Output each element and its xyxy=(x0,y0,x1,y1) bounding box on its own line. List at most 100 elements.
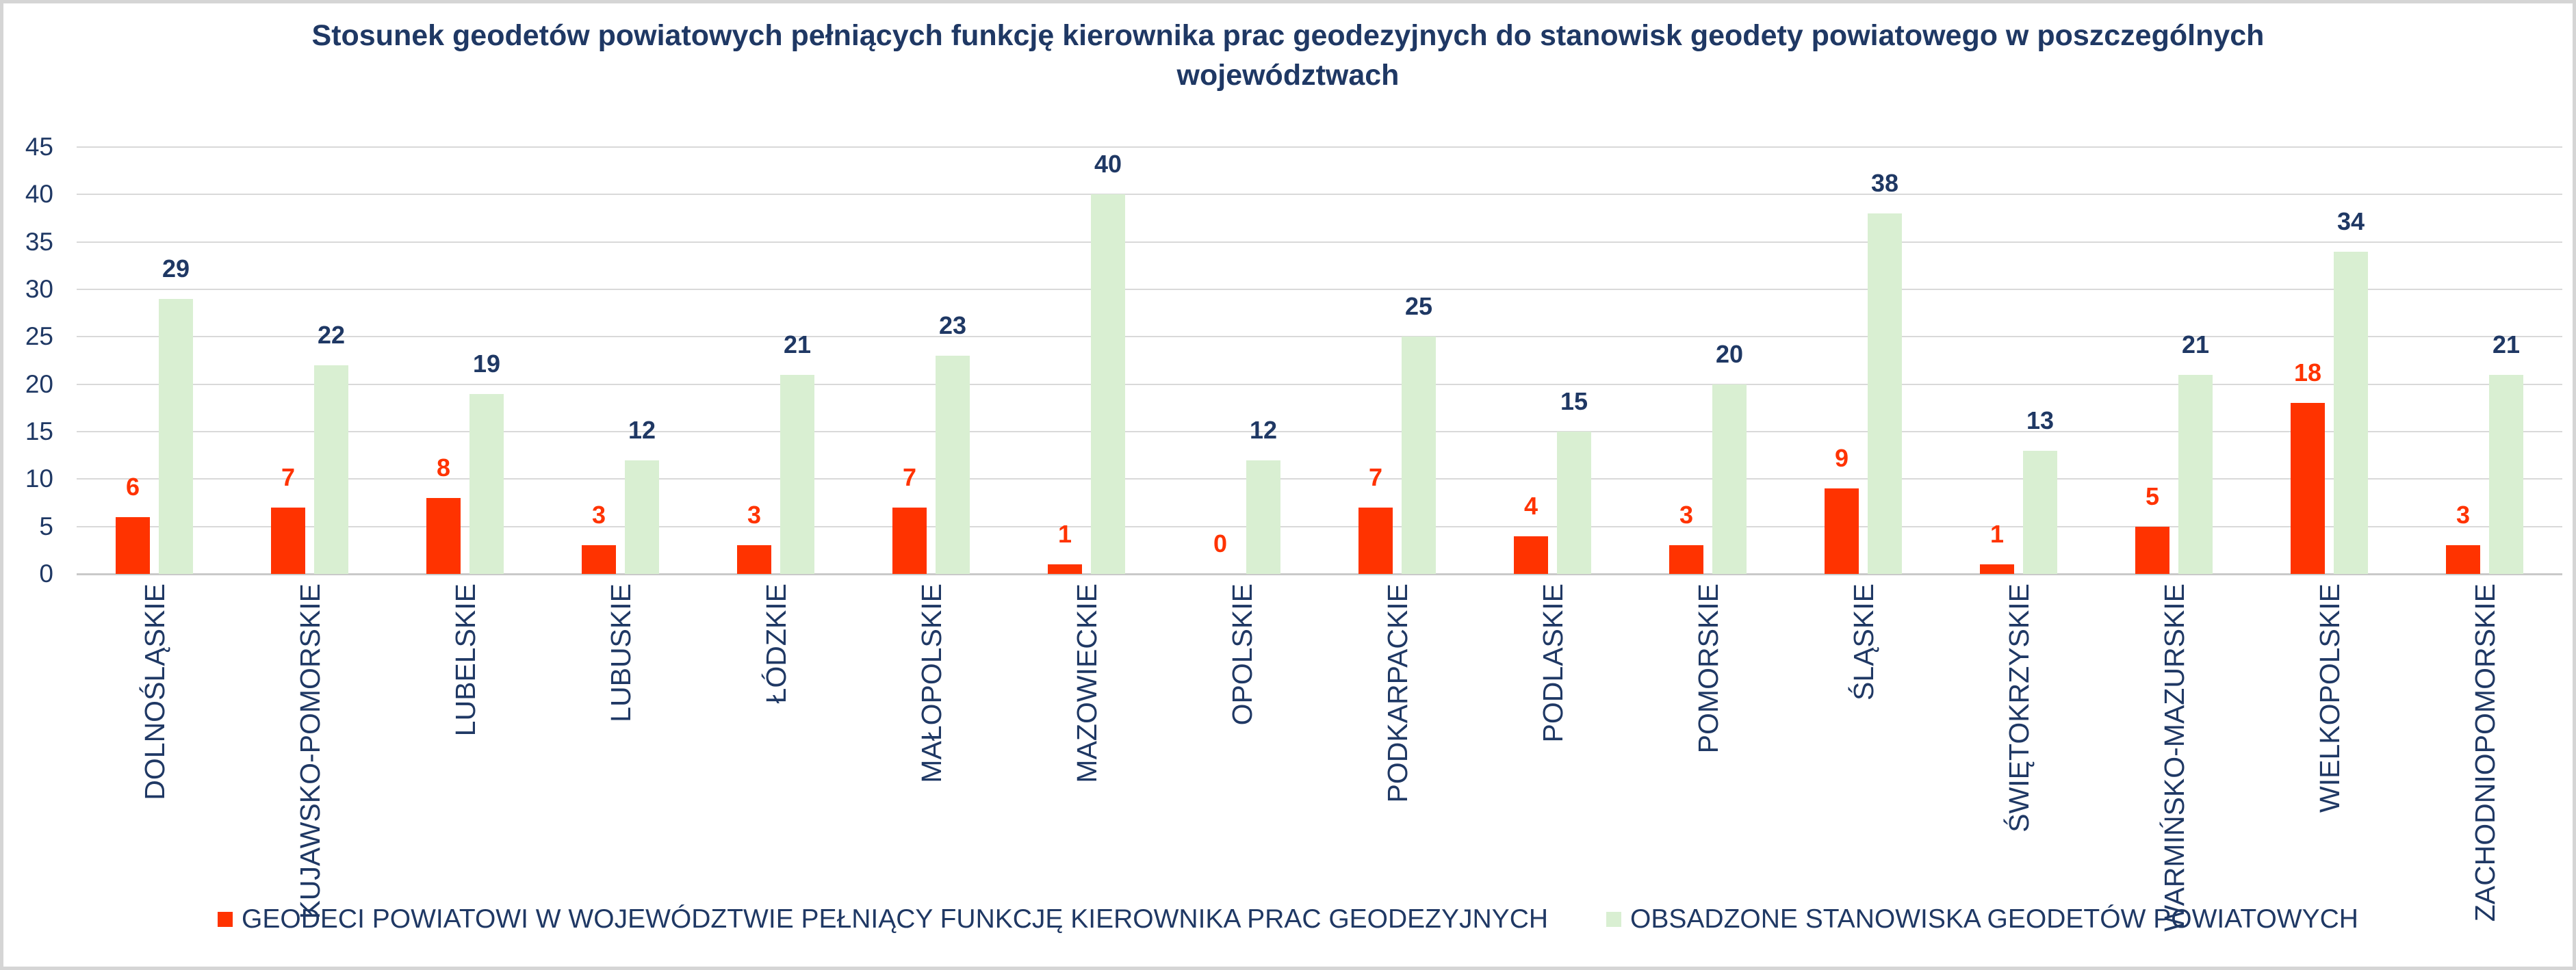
y-tick-label-10: 10 xyxy=(25,464,53,493)
bar-value-label-green-9: 15 xyxy=(1560,387,1588,415)
legend: GEODECI POWIATOWI W WOJEWÓDZTWIE PEŁNIĄC… xyxy=(3,904,2573,934)
y-tick-label-30: 30 xyxy=(25,275,53,303)
chart-title: Stosunek geodetów powiatowych pełniących… xyxy=(140,16,2436,95)
bar-red-6 xyxy=(1048,564,1082,574)
bar-value-label-red-1: 7 xyxy=(281,462,296,491)
bar-green-6 xyxy=(1091,194,1125,574)
category-label-4: ŁÓDZKIE xyxy=(760,584,792,704)
gridline-20 xyxy=(77,383,2562,385)
gridline-15 xyxy=(77,431,2562,432)
legend-swatch-green xyxy=(1606,912,1622,927)
gridline-45 xyxy=(77,146,2562,148)
gridline-10 xyxy=(77,478,2562,480)
bar-red-0 xyxy=(116,516,150,574)
category-label-10: POMORSKIE xyxy=(1692,584,1724,754)
chart-title-line-2: województwach xyxy=(1176,59,1400,92)
bar-value-label-green-4: 21 xyxy=(783,330,812,358)
bar-group-8: 7 25 xyxy=(1319,147,1475,574)
bar-group-1: 7 22 xyxy=(232,147,387,574)
bar-green-12 xyxy=(2023,450,2057,574)
category-label-0: DOLNOŚLĄSKIE xyxy=(138,584,170,800)
bar-value-label-red-12: 1 xyxy=(1989,520,2005,549)
bar-group-15: 3 21 xyxy=(2407,147,2562,574)
bar-red-10 xyxy=(1669,545,1703,574)
bar-value-label-green-7: 12 xyxy=(1249,415,1278,444)
bar-red-4 xyxy=(737,545,771,574)
category-label-7: OPOLSKIE xyxy=(1226,584,1258,726)
legend-item-kierownicy: GEODECI POWIATOWI W WOJEWÓDZTWIE PEŁNIĄC… xyxy=(218,904,1548,934)
bar-value-label-red-10: 3 xyxy=(1679,501,1694,529)
category-label-8: PODKARPACKIE xyxy=(1381,584,1413,803)
bar-value-label-red-14: 18 xyxy=(2293,358,2322,387)
bar-group-10: 3 20 xyxy=(1630,147,1786,574)
bar-red-2 xyxy=(426,498,461,574)
bar-value-label-red-8: 7 xyxy=(1368,462,1383,491)
bar-value-label-red-6: 1 xyxy=(1057,520,1072,549)
bar-red-15 xyxy=(2446,545,2480,574)
bar-red-9 xyxy=(1514,536,1548,574)
category-label-1: KUJAWSKO-POMORSKIE xyxy=(294,584,326,919)
bar-value-label-red-7: 0 xyxy=(1213,529,1228,558)
bar-value-label-red-9: 4 xyxy=(1523,491,1538,520)
category-label-14: WIELKOPOLSKIE xyxy=(2313,584,2345,813)
bar-value-label-red-4: 3 xyxy=(747,501,762,529)
bar-red-11 xyxy=(1825,488,1859,574)
gridline-0 xyxy=(77,573,2562,575)
bar-group-3: 3 12 xyxy=(543,147,698,574)
bar-group-5: 7 23 xyxy=(853,147,1009,574)
bar-green-9 xyxy=(1557,432,1591,574)
bar-green-2 xyxy=(469,393,504,574)
bar-value-label-green-8: 25 xyxy=(1404,292,1433,321)
bar-group-2: 8 19 xyxy=(387,147,543,574)
bar-red-1 xyxy=(271,507,305,574)
bar-value-label-green-15: 21 xyxy=(2492,330,2521,358)
gridline-40 xyxy=(77,194,2562,196)
plot-area: 6 29 7 22 8 19 3 12 3 21 7 23 1 40 0 12 7 25 4 15 3 20 9 38 1 13 5… xyxy=(77,147,2562,574)
bar-value-label-green-11: 38 xyxy=(1870,169,1899,198)
gridline-35 xyxy=(77,241,2562,243)
y-tick-label-20: 20 xyxy=(25,369,53,398)
bar-green-8 xyxy=(1402,337,1436,574)
category-label-11: ŚLĄSKIE xyxy=(1847,584,1879,700)
bar-group-12: 1 13 xyxy=(1941,147,2096,574)
y-tick-label-25: 25 xyxy=(25,322,53,351)
bar-value-label-red-13: 5 xyxy=(2145,482,2160,510)
x-axis: DOLNOŚLĄSKIE KUJAWSKO-POMORSKIE LUBELSKIE L… xyxy=(3,3,2573,967)
bar-group-13: 5 21 xyxy=(2096,147,2252,574)
category-label-13: WARMIŃSKO-MAZURSKIE xyxy=(2158,584,2190,932)
gridline-30 xyxy=(77,289,2562,290)
gridline-25 xyxy=(77,336,2562,338)
bar-value-label-red-3: 3 xyxy=(591,501,606,529)
y-tick-label-0: 0 xyxy=(39,560,53,588)
bar-value-label-green-3: 12 xyxy=(628,415,656,444)
y-tick-label-45: 45 xyxy=(25,133,53,161)
bar-group-7: 0 12 xyxy=(1164,147,1319,574)
legend-label-kierownicy: GEODECI POWIATOWI W WOJEWÓDZTWIE PEŁNIĄC… xyxy=(242,904,1549,934)
bar-red-12 xyxy=(1980,564,2014,574)
bar-green-1 xyxy=(314,365,348,574)
bar-green-4 xyxy=(780,374,814,574)
bar-group-4: 3 21 xyxy=(698,147,853,574)
gridline-5 xyxy=(77,525,2562,527)
y-tick-label-35: 35 xyxy=(25,227,53,256)
legend-swatch-red xyxy=(218,912,233,927)
bar-value-label-green-6: 40 xyxy=(1094,150,1122,179)
bar-value-label-green-12: 13 xyxy=(2026,406,2055,434)
category-label-3: LUBUSKIE xyxy=(604,584,636,722)
chart-title-line-1: Stosunek geodetów powiatowych pełniących… xyxy=(311,19,2265,52)
bar-value-label-green-1: 22 xyxy=(317,320,346,349)
legend-item-obsadzone: OBSADZONE STANOWISKA GEODETÓW POWIATOWYC… xyxy=(1606,904,2358,934)
bar-value-label-green-14: 34 xyxy=(2336,207,2365,235)
category-label-12: ŚWIĘTOKRZYSKIE xyxy=(2002,584,2035,833)
bar-group-14: 18 34 xyxy=(2252,147,2407,574)
bar-red-8 xyxy=(1358,507,1393,574)
bar-value-label-green-2: 19 xyxy=(472,349,501,378)
bar-value-label-red-15: 3 xyxy=(2456,501,2471,529)
y-tick-label-5: 5 xyxy=(39,512,53,540)
bar-group-9: 4 15 xyxy=(1475,147,1630,574)
bar-green-10 xyxy=(1712,384,1747,574)
bar-value-label-green-5: 23 xyxy=(938,311,967,340)
bar-green-14 xyxy=(2334,251,2368,574)
bar-green-5 xyxy=(936,356,970,574)
